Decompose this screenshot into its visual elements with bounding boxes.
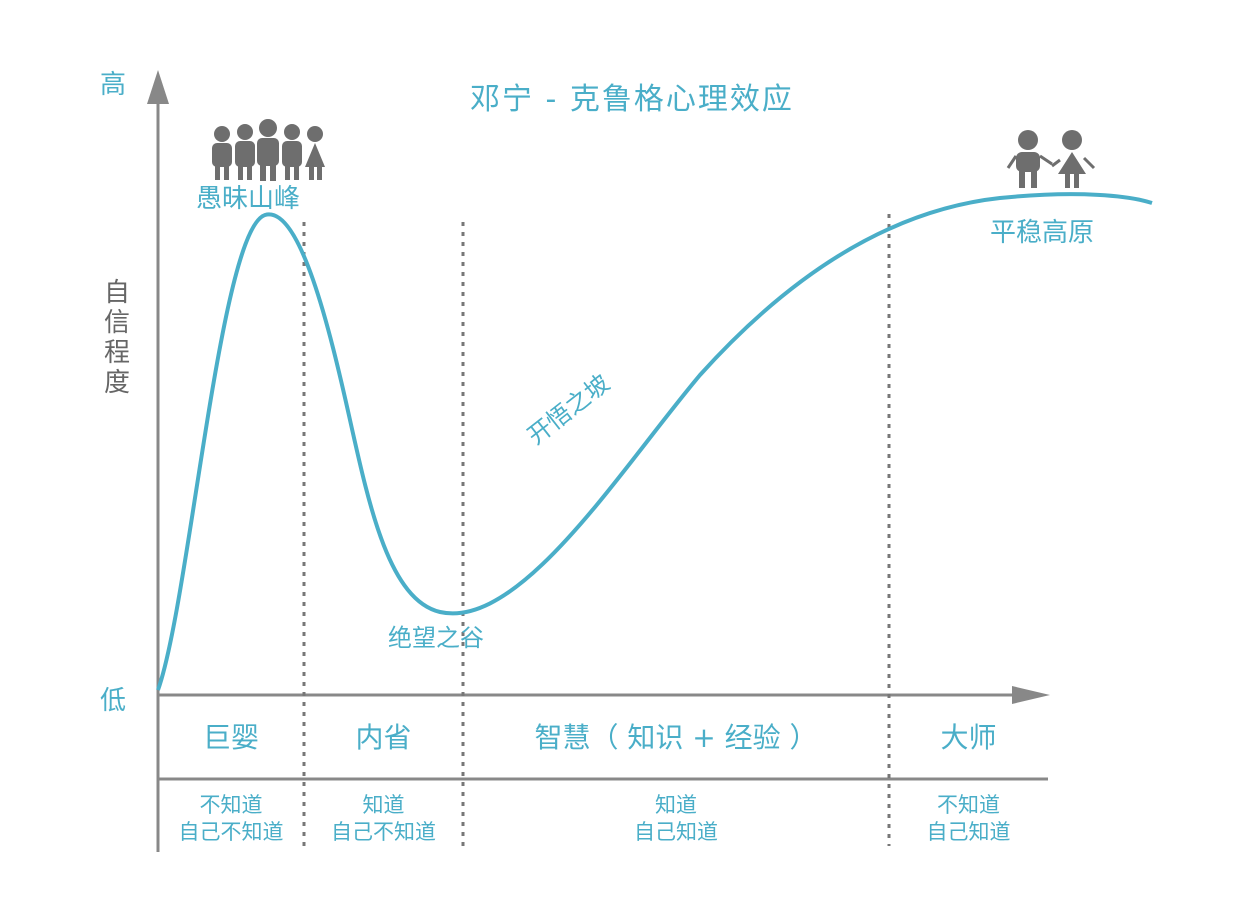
confidence-curve: [156, 192, 1153, 691]
awareness-line: 自己知道: [634, 820, 718, 844]
plateau-label: 平稳高原: [990, 218, 1095, 248]
two-people-icon: [1006, 130, 1096, 188]
y-axis-low-label: 低: [100, 686, 127, 716]
y-axis-label: 自 信 程 度: [100, 278, 134, 398]
stage-name-1: 巨婴: [202, 721, 259, 754]
awareness-line: 不知道: [199, 793, 263, 817]
crowd-of-people-icon: [212, 119, 325, 181]
awareness-line: 知道: [655, 793, 697, 817]
stage-name-3: 智慧（ 知识 + 经验 ）: [534, 721, 818, 754]
diagram-title: 邓宁 - 克鲁格心理效应: [470, 82, 794, 117]
awareness-line: 自己知道: [926, 820, 1011, 844]
peak-label: 愚昧山峰: [196, 184, 301, 214]
y-axis-label-char: 程: [103, 338, 130, 368]
x-axis-arrow-icon: [1012, 686, 1050, 704]
y-axis-high-label: 高: [100, 70, 127, 100]
awareness-line: 不知道: [937, 793, 1000, 817]
y-axis-label-char: 自: [103, 278, 130, 308]
valley-label: 绝望之谷: [388, 624, 484, 652]
stage-awareness-2: 知道 自己不知道: [304, 792, 463, 846]
stage-name-2: 内省: [355, 721, 412, 754]
y-axis-label-char: 度: [103, 368, 130, 398]
awareness-line: 自己不知道: [178, 820, 284, 844]
y-axis-label-char: 信: [103, 308, 130, 338]
awareness-line: 知道: [362, 793, 405, 817]
stage-awareness-3: 知道 自己知道: [463, 792, 889, 846]
stage-awareness-4: 不知道 自己知道: [889, 792, 1048, 846]
stage-awareness-1: 不知道 自己不知道: [158, 792, 304, 846]
y-axis-arrow-icon: [147, 70, 169, 104]
stage-name-4: 大师: [940, 721, 997, 754]
awareness-line: 自己不知道: [331, 820, 436, 844]
